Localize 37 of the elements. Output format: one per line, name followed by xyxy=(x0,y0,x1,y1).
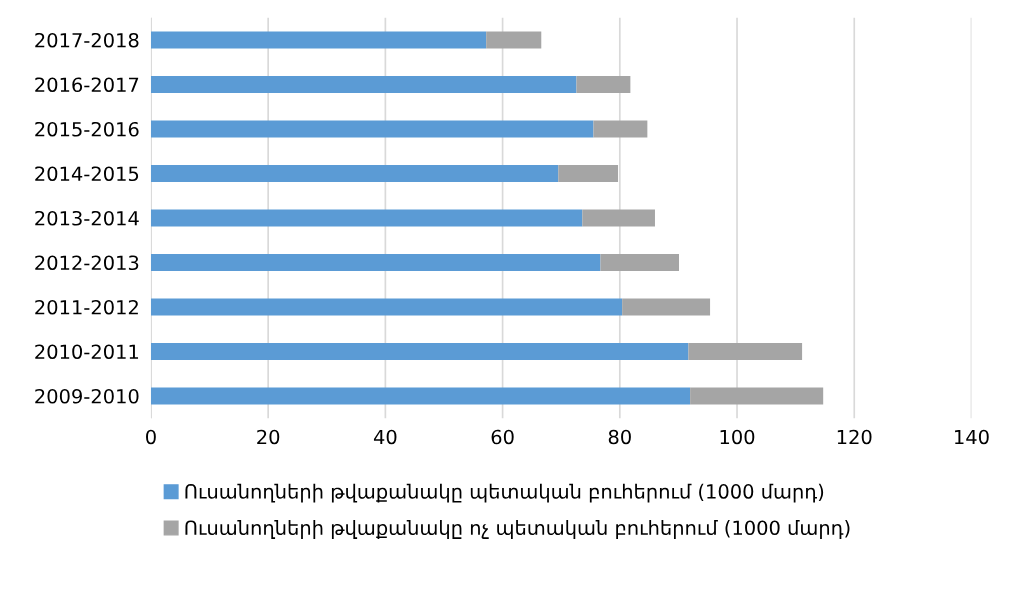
bar xyxy=(150,75,577,93)
y-tick-label: 2011-2012 xyxy=(35,299,138,315)
y-tick-label: 2013-2014 xyxy=(35,210,139,226)
y-tick-label: 2015-2016 xyxy=(35,121,139,137)
bar xyxy=(150,253,601,271)
x-tick-label: 0 xyxy=(146,429,156,445)
bar xyxy=(582,209,655,227)
bar xyxy=(558,164,619,182)
bar xyxy=(150,31,487,49)
bar xyxy=(150,298,623,316)
y-tick-label: 2012-2013 xyxy=(35,255,139,271)
bar xyxy=(688,342,803,360)
bar xyxy=(600,253,680,271)
bar xyxy=(150,164,559,182)
legend-label: Ուսանողների թվաքանակը պետական բուհերում (1000 մարդ) xyxy=(185,483,824,503)
x-tick-label: 60 xyxy=(491,429,514,445)
x-tick-label: 140 xyxy=(955,429,989,445)
bar xyxy=(150,209,583,227)
x-tick-label: 20 xyxy=(257,429,280,445)
x-tick-label: 80 xyxy=(608,429,631,445)
legend-label: Ուսանողների թվաքանակը ոչ պետական բուհերում (1000 մարդ) xyxy=(185,520,850,539)
x-tick-label: 100 xyxy=(720,429,755,445)
bar xyxy=(593,120,648,138)
bar xyxy=(150,342,689,360)
y-tick-label: 2017-2018 xyxy=(35,32,139,48)
bar xyxy=(690,387,824,405)
x-tick-label: 40 xyxy=(373,429,397,445)
bar xyxy=(622,298,711,316)
x-tick-label: 120 xyxy=(837,429,872,445)
y-tick-label: 2016-2017 xyxy=(35,77,139,93)
y-tick-label: 2014-2015 xyxy=(35,166,139,182)
bar xyxy=(576,75,631,93)
bar xyxy=(486,31,542,49)
bar xyxy=(150,120,594,138)
y-tick-label: 2010-2011 xyxy=(35,344,139,360)
bar xyxy=(150,387,691,405)
y-tick-label: 2009-2010 xyxy=(35,388,139,404)
